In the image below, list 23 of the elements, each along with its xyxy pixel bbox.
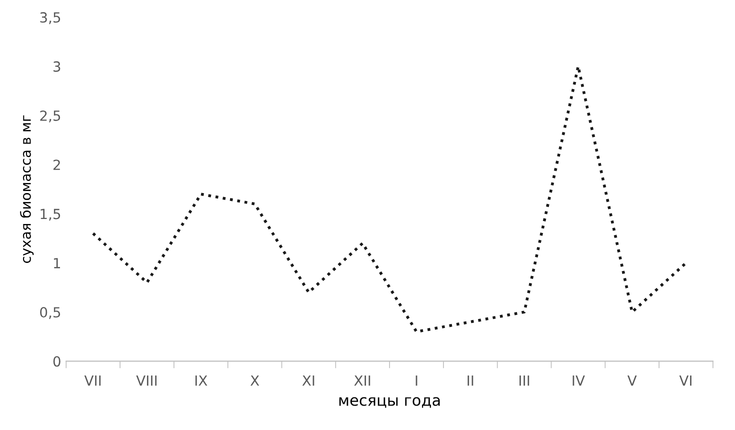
x-tick-label: X	[250, 376, 260, 386]
x-tick-label: XI	[302, 376, 314, 386]
line-series	[92, 64, 688, 334]
x-tick-label: VIII	[136, 376, 157, 386]
x-tick-label: VI	[679, 376, 692, 386]
y-axis-title: сухая биомасса в мг	[20, 115, 34, 263]
x-tick-label: III	[520, 376, 530, 386]
x-tick-label: VII	[84, 376, 101, 386]
y-tick-label: 1	[54, 258, 60, 268]
x-tick-label: I	[416, 376, 418, 386]
x-tick-label: V	[627, 376, 637, 386]
y-tick-label: 3	[54, 61, 60, 72]
x-axis-title: месяцы года	[339, 397, 440, 408]
y-tick-label: 1,5	[40, 208, 60, 221]
y-tick-label: 2	[53, 160, 60, 170]
y-tick-label: 0,5	[40, 307, 60, 319]
x-tick-label: IV	[572, 376, 585, 386]
x-tick-label: XII	[354, 376, 370, 386]
y-tick-label: 0	[53, 356, 60, 367]
y-tick-label: 2,5	[40, 110, 60, 122]
y-tick-label: 3,5	[40, 12, 60, 24]
x-tick-label: II	[468, 376, 474, 386]
x-tick-label: IX	[195, 376, 208, 386]
